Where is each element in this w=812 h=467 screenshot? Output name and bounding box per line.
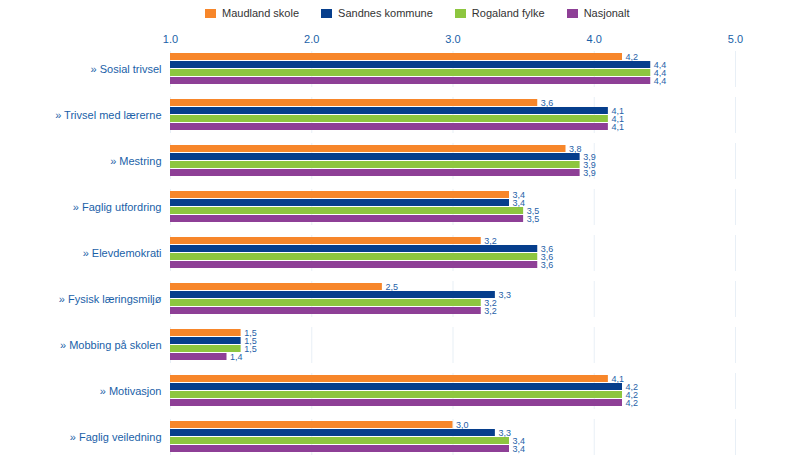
svg-text:» Faglig veiledning: » Faglig veiledning: [70, 431, 162, 443]
svg-text:3,9: 3,9: [583, 168, 596, 178]
svg-text:» Faglig utfordring: » Faglig utfordring: [73, 201, 162, 213]
svg-text:3,2: 3,2: [484, 297, 497, 308]
svg-text:5.0: 5.0: [728, 33, 743, 45]
svg-text:4,2: 4,2: [625, 381, 638, 392]
svg-text:» Sosial trivsel: » Sosial trivsel: [91, 63, 162, 75]
svg-text:3,9: 3,9: [583, 151, 596, 162]
svg-text:» Mobbing på skolen: » Mobbing på skolen: [60, 339, 162, 351]
svg-text:1,5: 1,5: [244, 335, 257, 346]
svg-text:4,4: 4,4: [654, 76, 667, 86]
svg-text:4.0: 4.0: [587, 33, 602, 45]
svg-text:» Fysisk læringsmiljø: » Fysisk læringsmiljø: [59, 293, 162, 305]
svg-text:1.0: 1.0: [163, 33, 178, 45]
svg-text:» Mestring: » Mestring: [110, 155, 161, 167]
svg-text:3,9: 3,9: [583, 159, 596, 170]
html-text:Nasjonalt: Nasjonalt: [583, 7, 630, 19]
svg-text:1,4: 1,4: [230, 352, 243, 362]
html-text:Maudland skole: Maudland skole: [222, 7, 300, 19]
svg-text:3,3: 3,3: [498, 290, 511, 300]
svg-text:3,2: 3,2: [484, 306, 497, 316]
svg-text:3,6: 3,6: [540, 251, 554, 262]
svg-text:3,3: 3,3: [498, 428, 511, 438]
svg-text:3,6: 3,6: [541, 260, 554, 270]
svg-text:4,1: 4,1: [611, 122, 624, 132]
svg-text:3,6: 3,6: [540, 243, 554, 254]
svg-text:» Elevdemokrati: » Elevdemokrati: [83, 247, 162, 259]
svg-text:3,5: 3,5: [527, 214, 540, 224]
html-text:Sandnes kommune: Sandnes kommune: [338, 7, 433, 19]
svg-text:1,5: 1,5: [244, 327, 257, 338]
svg-text:1,5: 1,5: [244, 344, 257, 354]
svg-text:4,4: 4,4: [653, 67, 667, 78]
svg-text:3.0: 3.0: [445, 33, 460, 45]
svg-text:3,6: 3,6: [541, 98, 554, 108]
svg-text:3,5: 3,5: [526, 205, 540, 216]
svg-text:4,2: 4,2: [626, 52, 639, 62]
svg-text:2.0: 2.0: [304, 33, 319, 45]
svg-text:» Motivasjon: » Motivasjon: [100, 385, 162, 397]
svg-text:4,1: 4,1: [611, 105, 624, 116]
svg-text:3,8: 3,8: [569, 144, 582, 154]
svg-text:3,4: 3,4: [513, 444, 526, 454]
svg-text:3,2: 3,2: [484, 236, 497, 246]
svg-text:3,0: 3,0: [456, 420, 469, 430]
svg-text:» Trivsel med lærerne: » Trivsel med lærerne: [55, 109, 161, 121]
svg-text:4,1: 4,1: [611, 374, 624, 384]
svg-text:4,2: 4,2: [626, 398, 639, 408]
svg-text:2,5: 2,5: [385, 282, 398, 292]
html-text:Rogaland fylke: Rogaland fylke: [471, 7, 545, 19]
svg-text:4,2: 4,2: [625, 389, 638, 400]
svg-text:4,4: 4,4: [653, 59, 667, 70]
svg-text:4,1: 4,1: [611, 113, 624, 124]
svg-text:3,4: 3,4: [512, 189, 525, 200]
svg-text:3,4: 3,4: [513, 198, 526, 208]
svg-text:3,4: 3,4: [512, 435, 525, 446]
